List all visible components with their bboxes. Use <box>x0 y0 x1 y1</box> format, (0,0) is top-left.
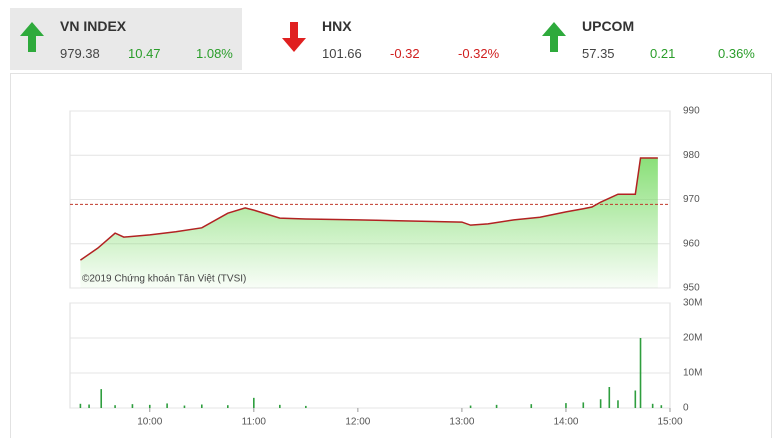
volume-bar <box>565 403 567 408</box>
volume-bar <box>114 405 116 408</box>
volume-bar <box>634 390 637 408</box>
area <box>80 157 658 288</box>
y-tick-label: 960 <box>683 238 700 249</box>
x-tick-label: 13:00 <box>449 417 474 428</box>
volume-bar <box>200 404 203 408</box>
y-tick-label: 990 <box>683 106 700 117</box>
x-tick-label: 15:00 <box>657 417 682 428</box>
y-tick-label: 0 <box>683 403 689 414</box>
x-tick-label: 14:00 <box>553 417 578 428</box>
volume-bar <box>582 402 585 408</box>
watermark: ©2019 Chứng khoán Tân Việt (TVSI) <box>82 274 246 285</box>
index-name: VN INDEX <box>60 18 127 34</box>
volume-bar <box>253 397 255 408</box>
index-card[interactable]: HNX 101.66 -0.32 -0.32% <box>272 8 512 70</box>
volume-bar <box>469 405 472 408</box>
y-tick-label: 950 <box>683 283 700 294</box>
index-value: 101.66 <box>322 46 362 61</box>
volume-bar <box>599 399 602 408</box>
y-tick-label: 980 <box>683 150 700 161</box>
volume-bar <box>279 404 281 408</box>
index-change: 10.47 <box>128 46 161 61</box>
volume-bar <box>617 400 619 408</box>
index-name: UPCOM <box>582 18 635 34</box>
arrow-up <box>542 22 566 52</box>
y-tick-label: 10M <box>683 368 702 379</box>
index-card[interactable]: UPCOM 57.35 0.21 0.36% <box>532 8 772 70</box>
y-tick-label: 970 <box>683 194 700 205</box>
index-value: 979.38 <box>60 46 100 61</box>
volume-bar <box>651 403 654 408</box>
volume-bar <box>183 405 186 408</box>
index-change: 0.21 <box>650 46 676 61</box>
x-tick-label: 11:00 <box>242 417 267 428</box>
index-change: -0.32 <box>390 46 420 61</box>
index-name: HNX <box>322 18 352 34</box>
index-percent: -0.32% <box>458 46 500 61</box>
index-card[interactable]: VN INDEX 979.38 10.47 1.08% <box>10 8 242 70</box>
x-tick-label: 10:00 <box>137 417 162 428</box>
volume-bar <box>608 387 611 408</box>
volume-bar <box>148 404 151 408</box>
volume-bar <box>495 404 498 408</box>
volume-bar <box>227 405 229 408</box>
volume-bar <box>88 404 90 408</box>
x-tick-label: 12:00 <box>345 417 370 428</box>
volume-bar <box>530 404 533 408</box>
y-tick-label: 30M <box>683 298 702 309</box>
volume-bar <box>131 404 134 408</box>
index-value: 57.35 <box>582 46 615 61</box>
volume-bar <box>79 403 82 408</box>
volume-bar <box>305 405 307 408</box>
price-line <box>79 157 658 261</box>
volume-bar <box>166 403 168 408</box>
plot-area <box>69 302 671 409</box>
arrow-down <box>282 22 306 52</box>
arrow-up <box>20 22 44 52</box>
index-percent: 1.08% <box>196 46 233 61</box>
y-tick-label: 20M <box>683 333 702 344</box>
volume-bar <box>660 405 663 408</box>
volume-bar <box>639 338 642 408</box>
volume-bar <box>100 389 103 408</box>
chart-frame <box>10 73 772 438</box>
index-percent: 0.36% <box>718 46 755 61</box>
